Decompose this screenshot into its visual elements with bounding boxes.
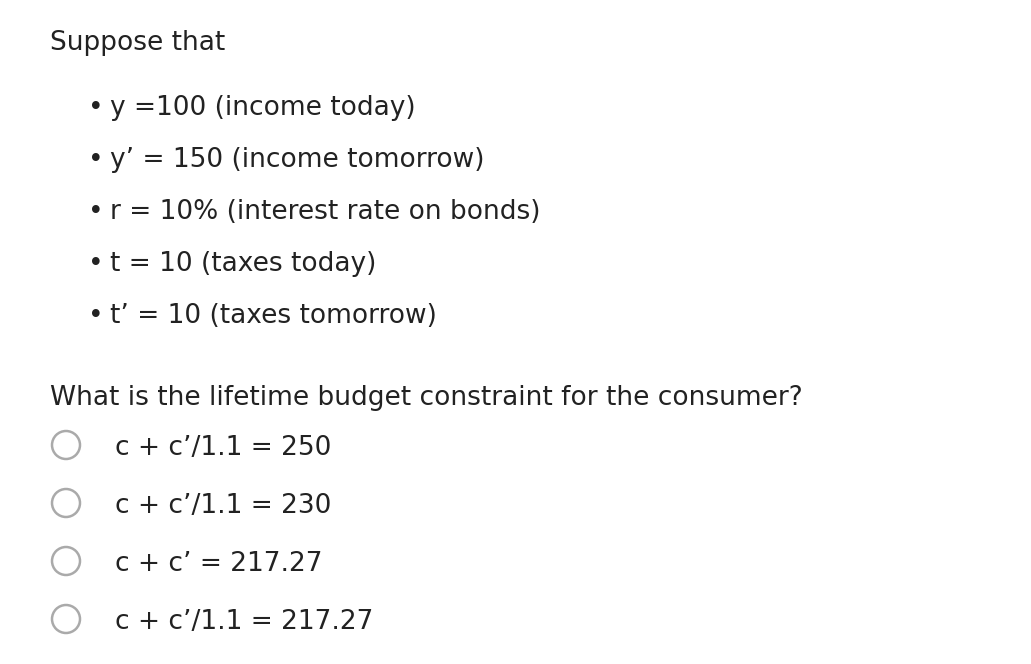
Text: y =100 (income today): y =100 (income today)	[110, 95, 415, 121]
Text: y’ = 150 (income tomorrow): y’ = 150 (income tomorrow)	[110, 147, 485, 173]
Text: What is the lifetime budget constraint for the consumer?: What is the lifetime budget constraint f…	[49, 385, 803, 411]
Text: c + c’/1.1 = 217.27: c + c’/1.1 = 217.27	[115, 609, 373, 635]
Text: c + c’/1.1 = 230: c + c’/1.1 = 230	[115, 493, 331, 519]
Text: t’ = 10 (taxes tomorrow): t’ = 10 (taxes tomorrow)	[110, 303, 437, 329]
Text: r = 10% (interest rate on bonds): r = 10% (interest rate on bonds)	[110, 199, 540, 225]
Text: c + c’ = 217.27: c + c’ = 217.27	[115, 551, 323, 577]
Text: •: •	[88, 95, 104, 121]
Text: •: •	[88, 199, 104, 225]
Text: c + c’/1.1 = 250: c + c’/1.1 = 250	[115, 435, 331, 461]
Text: •: •	[88, 251, 104, 277]
Text: t = 10 (taxes today): t = 10 (taxes today)	[110, 251, 376, 277]
Text: Suppose that: Suppose that	[49, 30, 225, 56]
Text: •: •	[88, 303, 104, 329]
Text: •: •	[88, 147, 104, 173]
